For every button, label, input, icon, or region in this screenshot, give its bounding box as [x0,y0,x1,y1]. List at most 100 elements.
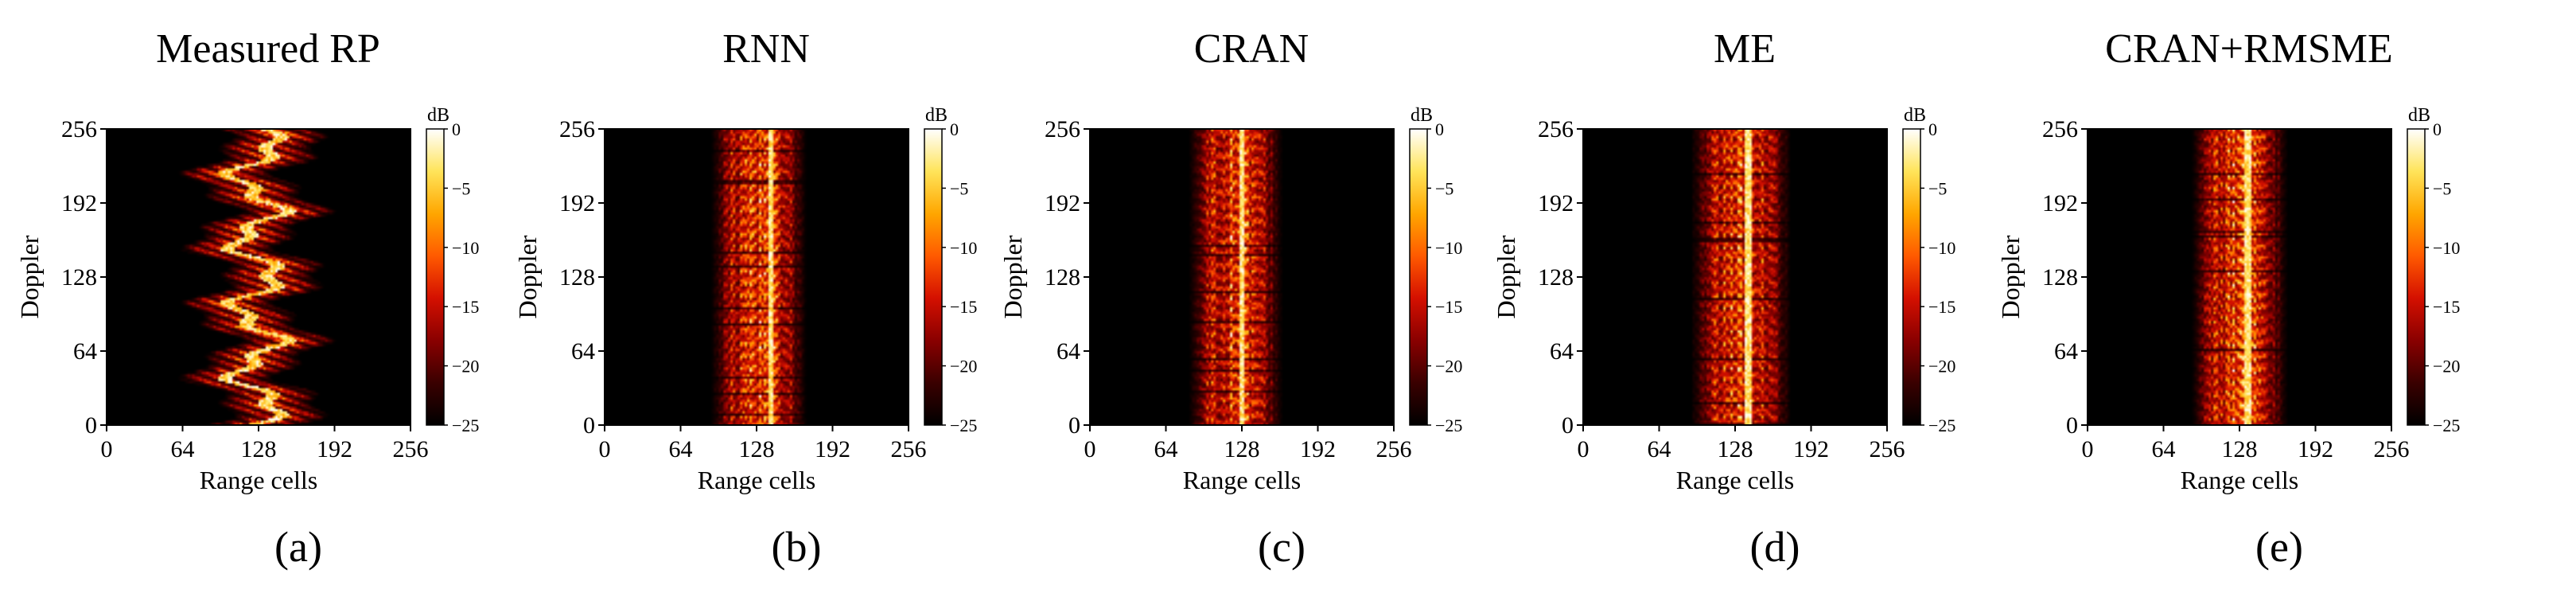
panel-title: Measured RP [156,26,380,72]
colorbar-tick-label: −5 [2433,178,2451,198]
x-tick-label: 0 [599,436,611,462]
x-tick-label: 192 [317,436,352,462]
colorbar-tick-label: −5 [1435,178,1453,198]
panel-title: CRAN+RMSME [2105,26,2393,72]
colorbar [1409,128,1428,426]
colorbar-tick-label: −10 [452,238,479,258]
colorbar-tick-label: −15 [1435,297,1462,317]
x-tick-label: 192 [815,436,850,462]
colorbar-tick-label: −10 [950,238,977,258]
x-tick-label: 128 [1224,436,1260,462]
colorbar [924,128,943,426]
colorbar-tick-label: −5 [1928,178,1947,198]
y-axis-label: Doppler [513,235,542,318]
y-axis-label: Doppler [15,235,44,318]
y-tick-label: 64 [2054,338,2078,365]
y-axis-label: Doppler [998,235,1027,318]
y-tick-label: 0 [85,412,97,439]
x-tick-label: 256 [393,436,429,462]
colorbar-unit: dB [925,105,948,126]
x-axis-label: Range cells [1676,466,1794,494]
colorbar-tick-label: −20 [1928,357,1955,377]
colorbar [2407,128,2426,426]
colorbar-tick-label: −25 [2433,416,2460,435]
x-tick-label: 64 [2152,436,2176,462]
colorbar-tick-label: −25 [452,416,479,435]
y-tick-label: 192 [1045,190,1080,217]
y-tick-label: 64 [571,338,595,365]
colorbar-tick-label: −10 [1435,238,1462,258]
x-tick-label: 0 [101,436,113,462]
y-tick-label: 256 [1538,116,1574,142]
x-axis-label: Range cells [1183,466,1301,494]
colorbar-tick-label: −15 [2433,297,2460,317]
y-axis-label: Doppler [1492,235,1520,318]
y-tick-label: 192 [2042,190,2078,217]
y-tick-label: 192 [559,190,595,217]
colorbar-tick-label: −10 [2433,238,2460,258]
colorbar-tick-label: 0 [950,119,959,139]
x-tick-label: 192 [1793,436,1829,462]
y-tick-label: 256 [1045,116,1080,142]
heatmap-panel-3: CRAN 0 64 128 192 256 0 64 128 192 256 Range cells D… [998,26,1462,571]
panel-title: CRAN [1194,26,1309,72]
x-tick-label: 128 [739,436,775,462]
y-tick-label: 64 [1056,338,1080,365]
x-tick-label: 256 [891,436,927,462]
colorbar-tick-label: −20 [1435,357,1462,377]
colorbar [426,128,445,426]
heatmap-panel-1: Measured RP 0 64 128 192 256 0 64 128 192 256 Range… [15,26,479,571]
colorbar-tick-label: −20 [2433,357,2460,377]
x-tick-label: 128 [2222,436,2258,462]
colorbar-unit: dB [1411,105,1433,126]
x-tick-label: 0 [1578,436,1590,462]
subfigure-label: (d) [1750,523,1800,571]
x-tick-label: 64 [1154,436,1178,462]
colorbar-tick-label: −25 [950,416,977,435]
panel-title: RNN [722,26,810,72]
y-tick-label: 0 [1068,412,1080,439]
y-tick-label: 128 [2042,264,2078,291]
heatmap-image [605,129,909,425]
x-axis-label: Range cells [698,466,815,494]
colorbar-unit: dB [1904,105,1926,126]
x-tick-label: 0 [1084,436,1096,462]
heatmap-image [1583,129,1887,425]
colorbar-tick-label: −25 [1928,416,1955,435]
x-tick-label: 64 [669,436,693,462]
x-tick-label: 256 [1376,436,1412,462]
colorbar [1902,128,1921,426]
colorbar-tick-label: −25 [1435,416,1462,435]
heatmap-image [2088,129,2391,425]
y-tick-label: 192 [1538,190,1574,217]
x-tick-label: 0 [2082,436,2094,462]
y-tick-label: 64 [73,338,97,365]
heatmap-panel-4: ME 0 64 128 192 256 0 64 128 192 256 Range cells Dop… [1492,26,1955,571]
x-tick-label: 64 [171,436,195,462]
y-tick-label: 256 [559,116,595,142]
y-tick-label: 128 [61,264,97,291]
subfigure-label: (e) [2255,523,2303,571]
colorbar-tick-label: 0 [452,119,461,139]
subfigure-label: (c) [1258,523,1306,571]
y-axis-label: Doppler [1996,235,2025,318]
x-tick-label: 128 [241,436,277,462]
colorbar-tick-label: −20 [950,357,977,377]
subfigure-label: (a) [274,523,322,571]
colorbar-tick-label: −15 [950,297,977,317]
colorbar-tick-label: −5 [452,178,470,198]
x-tick-label: 192 [2298,436,2333,462]
y-tick-label: 256 [2042,116,2078,142]
y-tick-label: 256 [61,116,97,142]
y-tick-label: 64 [1550,338,1574,365]
y-tick-label: 0 [1562,412,1574,439]
y-tick-label: 0 [583,412,595,439]
heatmap-panel-5: CRAN+RMSME 0 64 128 192 256 0 64 128 192 256 Range … [1996,26,2460,571]
colorbar-tick-label: −10 [1928,238,1955,258]
colorbar-tick-label: 0 [1928,119,1937,139]
heatmap-image [107,129,411,425]
y-tick-label: 128 [1538,264,1574,291]
x-tick-label: 256 [1870,436,1905,462]
subfigure-label: (b) [772,523,822,571]
